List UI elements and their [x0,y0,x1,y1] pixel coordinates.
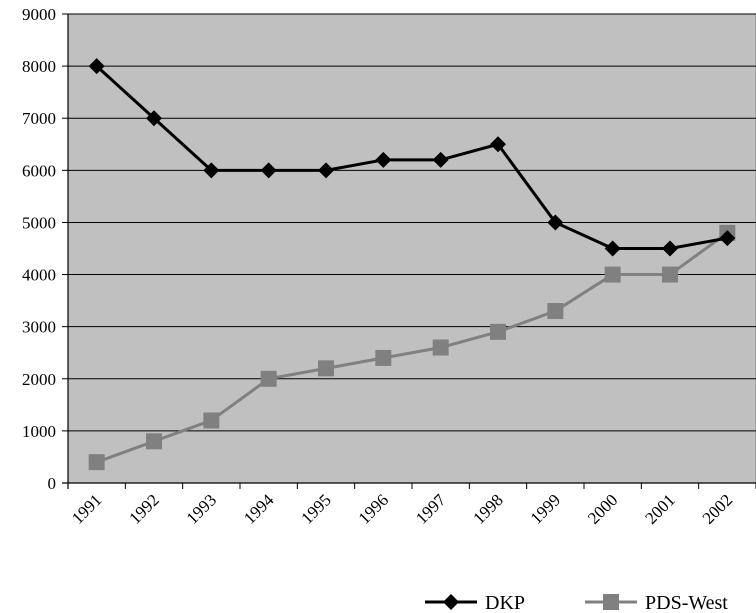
series-pds-west [88,224,736,471]
data-point [146,110,162,127]
data-point [547,214,564,231]
y-axis-ticks: 0 1000 2000 3000 4000 5000 6000 7000 8000 9000 [22,5,68,493]
legend-item: DKP [425,592,525,613]
legend-item: PDS-West [585,592,728,613]
legend-marker [443,594,459,610]
data-point [662,240,678,257]
x-tick-label: 1991 [68,490,105,527]
series-dkp [88,58,736,257]
y-tick-label: 5000 [22,213,56,232]
x-tick-label: 1994 [240,490,278,528]
data-point [604,266,621,283]
series-line [96,231,729,464]
y-tick-label: 0 [48,474,57,493]
data-point [432,339,449,356]
axes [62,14,756,489]
legend: DKP PDS-West [425,592,728,613]
y-tick-label: 4000 [22,266,56,285]
x-tick-label: 1998 [469,490,506,527]
data-point [318,360,334,377]
data-point [260,162,277,179]
data-point [260,370,277,387]
series-line [95,65,728,250]
x-tick-label: 2002 [699,490,736,527]
y-tick-label: 2000 [22,370,56,389]
data-point [547,303,564,320]
x-tick-label: 1996 [355,490,392,527]
legend-marker [603,594,619,610]
x-tick-label: 2000 [584,490,621,527]
y-tick-label: 8000 [22,57,56,76]
grid-lines [68,13,756,432]
y-tick-label: 6000 [22,161,56,180]
data-point [662,266,678,283]
data-point [203,412,220,429]
data-point [88,58,105,75]
series-layer [88,58,736,471]
data-point [88,454,105,471]
data-point [146,433,162,450]
data-point [432,151,449,168]
data-point [375,349,392,366]
data-point [490,323,506,340]
x-tick-label: 1995 [297,490,334,527]
x-tick-label: 1992 [125,490,162,527]
y-tick-label: 7000 [22,109,56,128]
legend-label: DKP [485,592,525,613]
data-point [490,136,506,153]
data-point [203,162,220,179]
y-tick-label: 3000 [22,318,56,337]
data-point [604,240,621,257]
legend-label: PDS-West [645,592,728,613]
x-tick-label: 1999 [527,490,564,527]
x-tick-label: 1993 [183,490,220,527]
data-point [375,151,392,168]
data-point [719,230,736,247]
x-tick-label: 1997 [412,490,450,528]
y-tick-label: 9000 [22,5,56,24]
x-axis-ticks: 1991 1992 1993 1994 1995 1996 1997 1998 1999 2000… [67,483,756,528]
x-tick-label: 2001 [641,490,678,527]
y-tick-label: 1000 [22,422,56,441]
data-point [318,162,334,179]
